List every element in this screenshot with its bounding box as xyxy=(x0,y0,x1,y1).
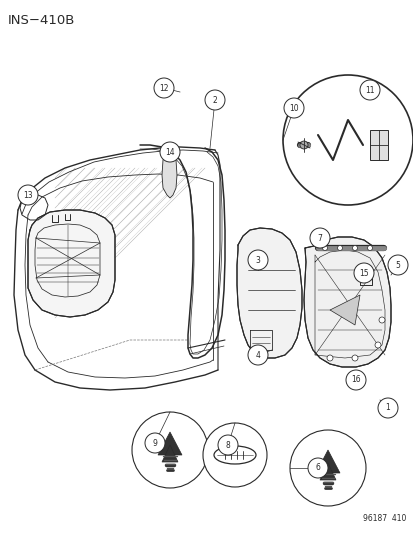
Text: 4: 4 xyxy=(255,351,260,359)
Text: 9: 9 xyxy=(152,439,157,448)
Circle shape xyxy=(374,342,380,348)
Polygon shape xyxy=(161,445,178,462)
Polygon shape xyxy=(315,450,339,473)
Circle shape xyxy=(387,255,407,275)
Text: 5: 5 xyxy=(394,261,399,270)
Text: 1: 1 xyxy=(385,403,389,413)
Polygon shape xyxy=(369,130,387,160)
Circle shape xyxy=(378,317,384,323)
Circle shape xyxy=(132,412,207,488)
Circle shape xyxy=(351,355,357,361)
Polygon shape xyxy=(28,210,115,317)
Circle shape xyxy=(247,345,267,365)
Circle shape xyxy=(289,430,365,506)
Polygon shape xyxy=(158,432,182,455)
Circle shape xyxy=(282,75,412,205)
Polygon shape xyxy=(236,228,301,358)
Text: 96187  410: 96187 410 xyxy=(362,514,405,523)
Text: 10: 10 xyxy=(289,103,298,112)
Circle shape xyxy=(353,263,373,283)
Circle shape xyxy=(309,228,329,248)
Circle shape xyxy=(359,80,379,100)
Circle shape xyxy=(202,423,266,487)
Circle shape xyxy=(154,78,173,98)
Circle shape xyxy=(307,458,327,478)
Polygon shape xyxy=(161,148,177,198)
Circle shape xyxy=(322,246,327,251)
Text: 3: 3 xyxy=(255,255,260,264)
Circle shape xyxy=(377,398,397,418)
Circle shape xyxy=(18,185,38,205)
Circle shape xyxy=(204,90,224,110)
Text: 15: 15 xyxy=(358,269,368,278)
Circle shape xyxy=(367,246,372,251)
Polygon shape xyxy=(319,463,335,480)
Text: 14: 14 xyxy=(165,148,174,157)
Circle shape xyxy=(218,435,237,455)
Circle shape xyxy=(145,433,165,453)
Text: INS−410B: INS−410B xyxy=(8,14,75,27)
Polygon shape xyxy=(303,237,390,367)
Circle shape xyxy=(351,246,357,251)
Circle shape xyxy=(247,250,267,270)
Text: 11: 11 xyxy=(364,85,374,94)
Circle shape xyxy=(337,246,342,251)
Circle shape xyxy=(299,141,307,149)
Text: 8: 8 xyxy=(225,440,230,449)
Text: 12: 12 xyxy=(159,84,169,93)
Circle shape xyxy=(159,142,180,162)
Text: 2: 2 xyxy=(212,95,217,104)
Circle shape xyxy=(326,355,332,361)
Text: 16: 16 xyxy=(350,376,360,384)
Circle shape xyxy=(283,98,303,118)
Text: 6: 6 xyxy=(315,464,320,472)
Polygon shape xyxy=(329,295,359,325)
Circle shape xyxy=(345,370,365,390)
Text: 13: 13 xyxy=(23,190,33,199)
Text: 7: 7 xyxy=(317,233,322,243)
